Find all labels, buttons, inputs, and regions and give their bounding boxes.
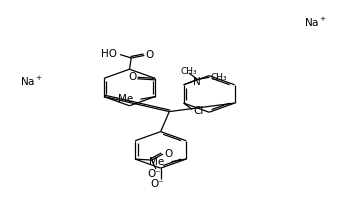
Text: O: O xyxy=(145,50,153,60)
Text: Cl: Cl xyxy=(193,106,204,116)
Text: Me: Me xyxy=(149,157,164,167)
Text: O: O xyxy=(164,149,172,159)
Text: O: O xyxy=(128,72,136,82)
Text: Na$^+$: Na$^+$ xyxy=(21,75,43,88)
Text: O⁻: O⁻ xyxy=(150,179,164,189)
Text: HO: HO xyxy=(101,49,117,59)
Text: N: N xyxy=(193,77,201,87)
Text: Na$^+$: Na$^+$ xyxy=(304,16,327,29)
Text: O⁻: O⁻ xyxy=(147,169,161,179)
Text: Me: Me xyxy=(118,94,133,104)
Text: CH₃: CH₃ xyxy=(211,73,227,82)
Text: CH₃: CH₃ xyxy=(180,67,197,76)
